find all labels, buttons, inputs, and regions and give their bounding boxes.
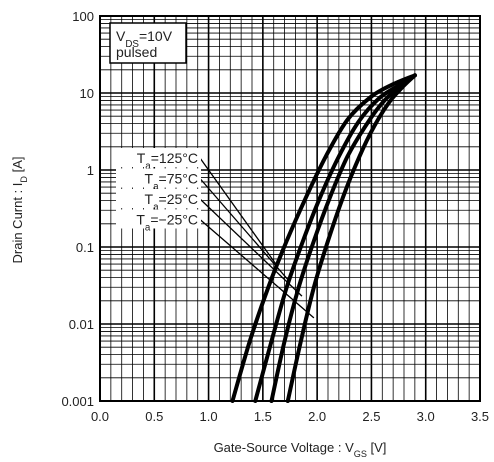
x-tick-label: 1.0 <box>200 409 218 424</box>
annotation-label: Ta=75°C <box>145 171 198 193</box>
annotation-label: Ta=25°C <box>145 191 198 213</box>
annotation-label: Ta=125°C <box>137 150 198 172</box>
x-tick-label: 2.0 <box>308 409 326 424</box>
annotation-label-bg <box>116 148 201 167</box>
y-tick-label: 0.001 <box>61 394 94 409</box>
y-tick-label: 10 <box>80 86 94 101</box>
y-tick-label: 0.1 <box>76 240 94 255</box>
x-tick-label: 0.0 <box>91 409 109 424</box>
x-tick-label: 1.5 <box>254 409 272 424</box>
annotation-leader-line <box>199 219 315 319</box>
series-line <box>285 73 417 403</box>
annotation-label-bg <box>116 189 201 208</box>
x-tick-label: 3.5 <box>471 409 489 424</box>
y-tick-labels: 0.001 0.01 0.1 1 10 100 <box>61 9 94 409</box>
x-axis-label: Gate-Source Voltage : VGS [V] <box>214 440 387 459</box>
annotation-leader-line <box>199 157 277 265</box>
series-line <box>253 73 417 403</box>
axis-labels: Gate-Source Voltage : VGS [V] Drain Curnt… <box>10 156 386 459</box>
annotation-label: Ta=−25°C <box>136 212 198 234</box>
annotation-leader-line <box>199 198 303 297</box>
annotation-leader-lines <box>199 157 315 319</box>
y-tick-label: 100 <box>72 9 94 24</box>
conditions-box-frame <box>109 22 187 64</box>
annotation-leader-line <box>199 178 291 283</box>
x-tick-label: 3.0 <box>417 409 435 424</box>
y-tick-label: 1 <box>87 163 94 178</box>
annotation-label-bg <box>116 209 201 229</box>
plot-frame <box>99 15 481 402</box>
x-tick-label: 0.5 <box>145 409 163 424</box>
annotation-labels: Ta=125°CTa=75°CTa=25°CTa=−25°C <box>116 148 201 233</box>
series-line <box>230 73 417 403</box>
series-line <box>269 73 417 403</box>
y-axis-label: Drain Curnt : ID [A] <box>10 156 29 263</box>
annotation-label-bg <box>116 168 201 188</box>
condition-vds: VDS=10V <box>116 28 173 50</box>
x-tick-label: 2.5 <box>362 409 380 424</box>
series-lines <box>230 73 417 403</box>
y-tick-label: 0.01 <box>69 317 94 332</box>
condition-pulsed: pulsed <box>116 44 157 60</box>
x-tick-labels: 0.0 0.5 1.0 1.5 2.0 2.5 3.0 3.5 <box>91 409 489 424</box>
